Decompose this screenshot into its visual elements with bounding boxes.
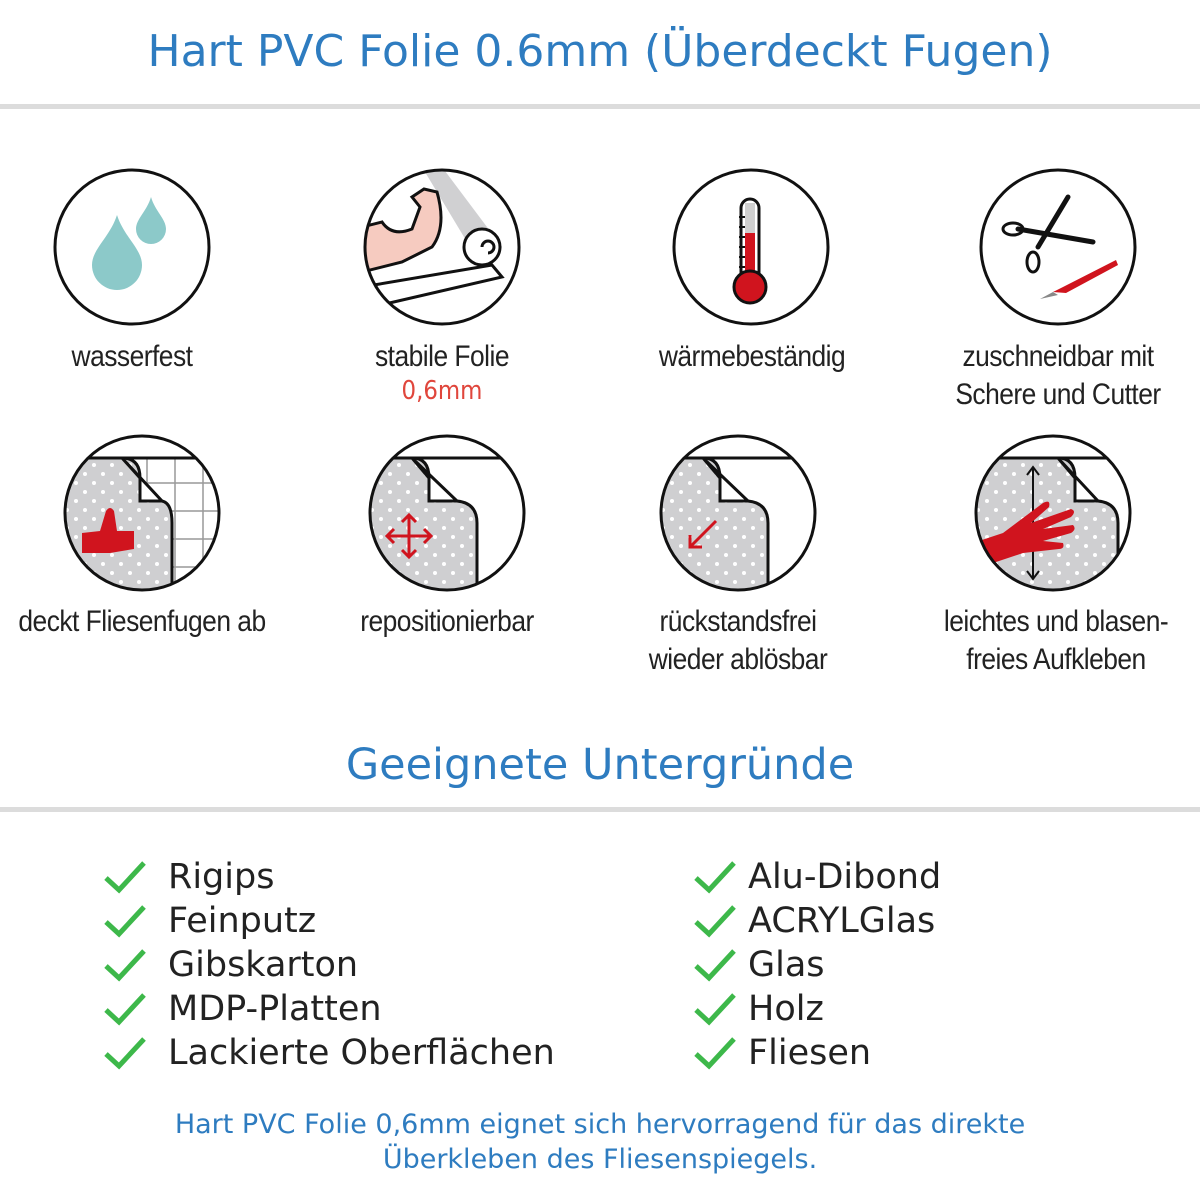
divider [0, 104, 1200, 109]
check-icon [104, 861, 146, 894]
scissors-cutter-icon [979, 168, 1137, 326]
footer-note: Hart PVC Folie 0,6mm eignet sich hervorr… [174, 1109, 1026, 1175]
divider [0, 807, 1200, 812]
check-icon [104, 949, 146, 982]
list-item: Feinputz [104, 899, 555, 943]
thermometer-icon [672, 168, 830, 326]
surface-list-left: Rigips Feinputz Gibskarton MDP-Platten L… [104, 855, 555, 1075]
thickness-note: 0,6mm [401, 376, 483, 406]
section-title: Geeignete Untergründe [345, 740, 855, 790]
hand-smooth-icon [974, 434, 1132, 592]
check-icon [694, 949, 736, 982]
feature-label: repositionierbar [360, 605, 534, 638]
list-item: Alu-Dibond [694, 855, 941, 899]
check-icon [104, 1037, 146, 1070]
list-item: Rigips [104, 855, 555, 899]
feature-label: wasserfest [71, 340, 193, 373]
surface-list-right: Alu-Dibond ACRYLGlas Glas Holz Fliesen [694, 855, 941, 1075]
list-item: Fliesen [694, 1031, 941, 1075]
feature-label: stabile Folie 0,6mm [310, 338, 574, 406]
check-icon [694, 861, 736, 894]
strong-arm-icon [363, 168, 521, 326]
check-icon [694, 1037, 736, 1070]
list-item: Lackierte Oberflächen [104, 1031, 555, 1075]
water-drops-icon [53, 168, 211, 326]
move-arrows-icon [368, 434, 526, 592]
check-icon [694, 905, 736, 938]
feature-label: wärmebeständig [658, 340, 846, 373]
feature-label: zuschneidbar mit Schere und Cutter [955, 340, 1161, 411]
thumbs-up-tiles-icon [63, 434, 221, 592]
check-icon [694, 993, 736, 1026]
list-item: MDP-Platten [104, 987, 555, 1031]
list-item: ACRYLGlas [694, 899, 941, 943]
list-item: Holz [694, 987, 941, 1031]
feature-label: rückstandsfrei wieder ablösbar [648, 605, 828, 676]
feature-label: leichtes und blasen-freies Aufkleben [943, 605, 1169, 676]
list-item: Glas [694, 943, 941, 987]
list-item: Gibskarton [104, 943, 555, 987]
feature-label: deckt Fliesenfugen ab [18, 605, 266, 638]
page-title: Hart PVC Folie 0.6mm (Überdeckt Fugen) [147, 26, 1053, 77]
check-icon [104, 905, 146, 938]
check-icon [104, 993, 146, 1026]
peel-arrow-icon [659, 434, 817, 592]
